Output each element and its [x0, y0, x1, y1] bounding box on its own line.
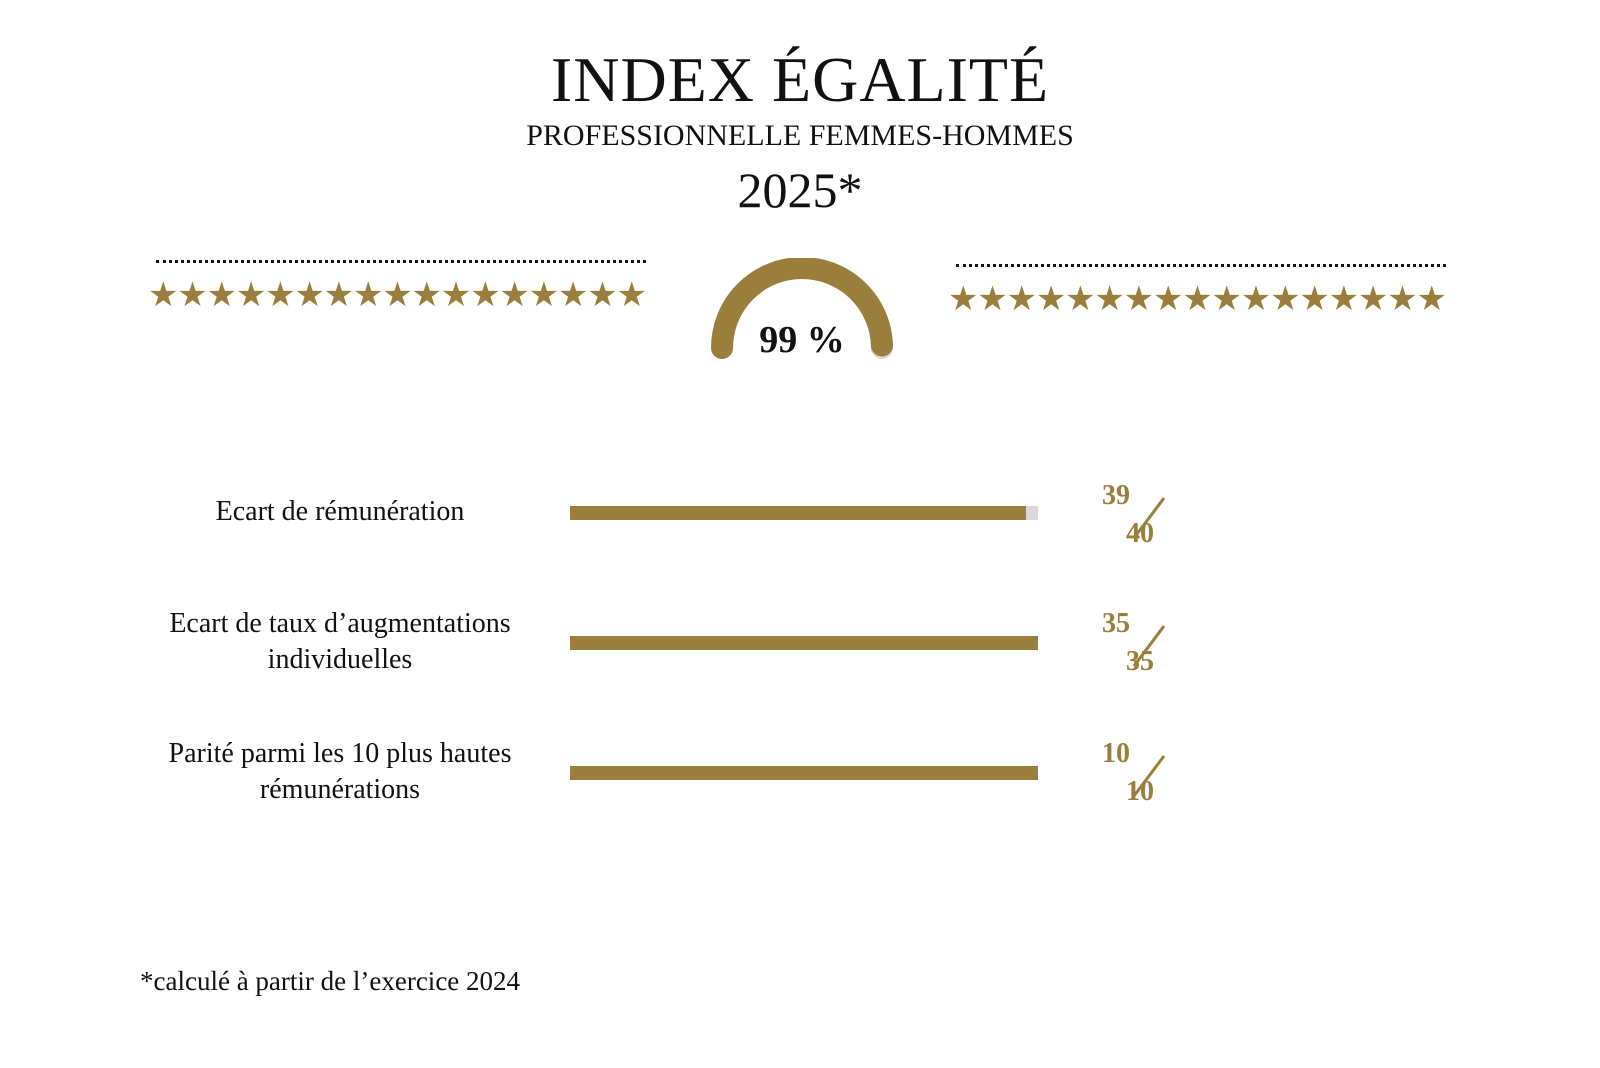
score-denominator: 10: [1126, 776, 1154, 807]
gauge-value-label: 99 %: [759, 319, 845, 361]
score-denominator: 35: [1126, 646, 1154, 677]
page-year: 2025*: [737, 162, 863, 218]
fraction-slash: [1132, 625, 1166, 667]
bar-track-remuneration: [570, 506, 1038, 520]
score-augmentations: 35 35: [1090, 608, 1200, 688]
row-label-parite: Parité parmi les 10 plus hautes rémunéra…: [168, 738, 512, 805]
score-remuneration: 39 40: [1090, 480, 1200, 560]
score-numerator: 35: [1102, 608, 1130, 639]
bar-fill-parite: [570, 766, 1038, 780]
fraction-slash: [1132, 755, 1166, 797]
stars-right: ★★★★★★★★★★★★★★★★★: [948, 281, 1447, 318]
dotted-divider-left: [156, 260, 646, 263]
gauge-fill: [711, 258, 893, 359]
score-parite: 10 10: [1090, 738, 1200, 818]
score-denominator: 40: [1126, 518, 1154, 549]
stars-left: ★★★★★★★★★★★★★★★★★: [148, 277, 647, 314]
bar-track-parite: [570, 766, 1038, 780]
score-numerator: 10: [1102, 738, 1130, 769]
page-subtitle: PROFESSIONNELLE FEMMES-HOMMES: [526, 119, 1074, 152]
bar-fill-remuneration: [570, 506, 1027, 520]
footnote: *calculé à partir de l’exercice 2024: [140, 966, 521, 996]
page-title: INDEX ÉGALITÉ: [550, 44, 1050, 115]
row-label-remuneration: Ecart de rémunération: [215, 496, 465, 527]
bar-fill-augmentations: [570, 636, 1038, 650]
fraction-slash: [1132, 497, 1166, 539]
dotted-divider-right: [956, 264, 1446, 267]
gauge: [711, 258, 893, 359]
row-label-augmentations: Ecart de taux d’augmentations individuel…: [169, 608, 511, 675]
score-numerator: 39: [1102, 480, 1130, 511]
bar-track-augmentations: [570, 636, 1038, 650]
